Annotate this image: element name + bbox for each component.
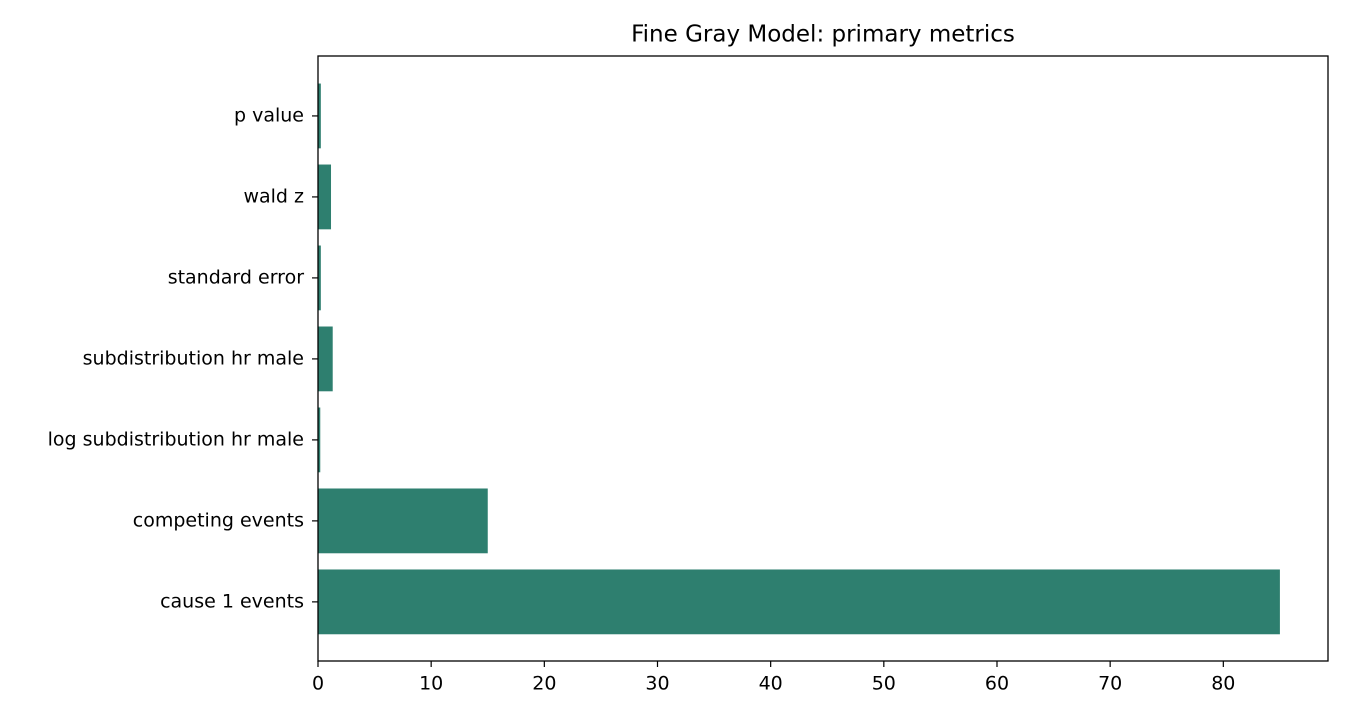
y-tick-label: log subdistribution hr male [48,428,304,450]
bar [318,407,321,473]
chart-title: Fine Gray Model: primary metrics [631,22,1015,48]
bar [318,83,321,149]
x-tick-label: 40 [759,673,783,695]
bar [318,569,1280,635]
bar [318,326,333,392]
x-tick-label: 70 [1098,673,1122,695]
bar [318,488,488,554]
plot-frame [317,55,1329,662]
x-tick-label: 0 [312,673,324,695]
x-tick-label: 60 [985,673,1009,695]
x-tick-label: 20 [532,673,556,695]
bar [318,164,332,230]
y-tick-label: competing events [133,509,304,531]
y-tick-label: p value [234,104,304,126]
x-tick-label: 80 [1211,673,1235,695]
x-tick-label: 10 [419,673,443,695]
y-tick-label: wald z [243,185,304,207]
x-tick-label: 50 [872,673,896,695]
x-tick-label: 30 [645,673,669,695]
plot: 0 10 20 30 40 50 60 70 80 cause 1 events competing… [48,83,1280,695]
y-tick-label: standard error [168,266,305,288]
y-tick-label: cause 1 events [160,590,304,612]
bar [318,245,321,311]
y-tick-label: subdistribution hr male [83,347,304,369]
